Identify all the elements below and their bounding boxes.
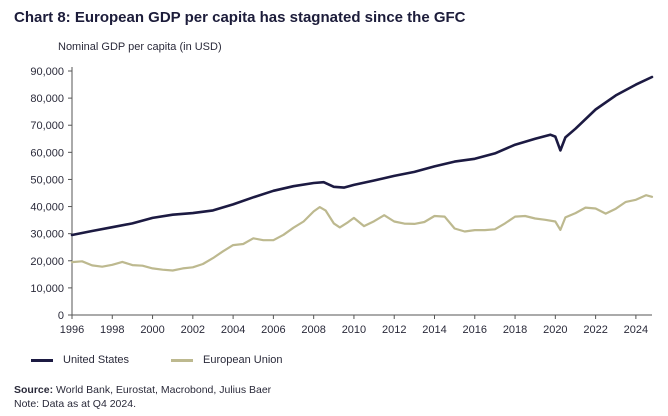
y-tick-label: 40,000 [30,202,64,214]
series-line-united-states [70,75,654,237]
x-axis: 1996 1998 2000 2002 2004 2006 2008 2010 2012 2014… [60,314,652,336]
y-tick-label: 50,000 [30,174,64,186]
y-tick-label: 70,000 [30,120,64,132]
data-note: Note: Data as at Q4 2024. [14,398,136,410]
x-tick-label: 2008 [301,324,325,336]
x-tick-label: 2018 [503,324,527,336]
y-tick-label: 60,000 [30,147,64,159]
x-tick-label: 2006 [261,324,285,336]
y-tick-label: 90,000 [30,66,64,78]
x-tick-label: 1998 [100,324,124,336]
y-tick-label: 10,000 [30,283,64,295]
source-note: Source: World Bank, Eurostat, Macrobond,… [14,384,271,396]
x-tick-label: 2010 [342,324,366,336]
legend-item-united-states: United States [31,354,129,366]
series-lines [70,75,654,272]
x-tick-label: 2016 [463,324,487,336]
x-tick-label: 2020 [543,324,567,336]
x-tick-label: 2024 [624,324,648,336]
legend-swatch-united-states [31,358,53,362]
x-tick-label: 1996 [60,324,84,336]
x-tick-label: 2014 [422,324,446,336]
source-text: World Bank, Eurostat, Macrobond, Julius … [53,384,272,396]
x-tick-label: 2022 [583,324,607,336]
x-tick-label: 2012 [382,324,406,336]
legend-item-european-union: European Union [171,354,283,366]
legend-swatch-european-union [171,358,193,362]
y-axis: 0 10,000 20,000 30,000 40,000 50,000 60,000 70,… [30,66,73,322]
legend-label-united-states: United States [63,354,130,366]
y-axis-label: Nominal GDP per capita (in USD) [58,41,222,53]
legend-label-european-union: European Union [203,354,283,366]
y-tick-label: 80,000 [30,93,64,105]
y-tick-label: 0 [58,310,64,322]
x-tick-label: 2000 [140,324,164,336]
series-line-european-union [70,194,654,272]
x-tick-label: 2002 [181,324,205,336]
y-tick-label: 30,000 [30,229,64,241]
chart-title: Chart 8: European GDP per capita has sta… [14,9,466,26]
x-tick-label: 2004 [221,324,245,336]
source-label: Source: [14,384,54,396]
y-tick-label: 20,000 [30,256,64,268]
